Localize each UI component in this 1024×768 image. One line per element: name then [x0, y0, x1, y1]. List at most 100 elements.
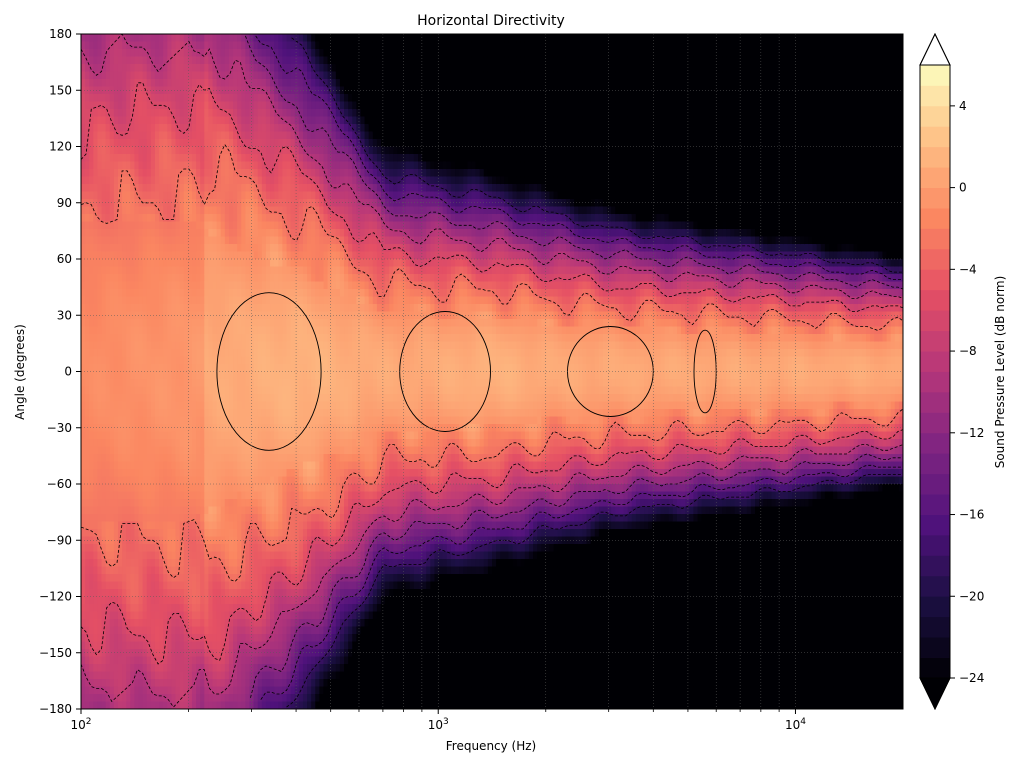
heatmap-cell: [150, 551, 156, 560]
heatmap-cell: [196, 191, 201, 200]
heatmap-cell: [286, 244, 292, 253]
heatmap-cell: [302, 386, 308, 395]
heatmap-cell: [265, 634, 271, 643]
heatmap-cell: [224, 469, 230, 478]
heatmap-cell: [196, 611, 201, 620]
heatmap-cell: [278, 266, 283, 275]
heatmap-cell: [270, 86, 275, 95]
heatmap-cell: [282, 596, 288, 605]
heatmap-cell: [179, 101, 185, 110]
heatmap-cell: [126, 34, 131, 43]
heatmap-cell: [274, 544, 279, 553]
heatmap-cell: [171, 176, 177, 185]
heatmap-cell: [212, 559, 218, 568]
heatmap-cell: [85, 41, 90, 50]
heatmap-cell: [204, 229, 210, 238]
heatmap-cell: [224, 544, 230, 553]
heatmap-cell: [163, 469, 168, 478]
heatmap-cell: [167, 199, 173, 208]
heatmap-cell: [298, 124, 304, 133]
heatmap-cell: [93, 289, 99, 298]
heatmap-cell: [220, 386, 226, 395]
heatmap-cell: [187, 446, 193, 455]
heatmap-cell: [109, 296, 115, 305]
heatmap-cell: [81, 409, 86, 418]
heatmap-cell: [282, 431, 288, 440]
heatmap-cell: [245, 424, 251, 433]
heatmap-cell: [97, 589, 103, 598]
heatmap-cell: [117, 506, 123, 515]
heatmap-cell: [163, 64, 168, 73]
heatmap-cell: [286, 176, 292, 185]
heatmap-cell: [183, 604, 189, 613]
heatmap-cell: [142, 281, 148, 290]
heatmap-cell: [171, 596, 177, 605]
heatmap-cell: [249, 101, 255, 110]
heatmap-cell: [257, 671, 263, 680]
heatmap-cell: [163, 604, 168, 613]
heatmap-cell: [261, 199, 267, 208]
heatmap-cell: [154, 319, 160, 328]
heatmap-cell: [117, 514, 123, 523]
heatmap-cell: [228, 131, 234, 140]
heatmap-cell: [274, 626, 279, 635]
heatmap-cell: [253, 656, 259, 665]
heatmap-cell: [249, 559, 255, 568]
heatmap-cell: [171, 454, 177, 463]
heatmap-cell: [117, 349, 123, 358]
heatmap-cell: [286, 146, 292, 155]
heatmap-cell: [257, 124, 263, 133]
heatmap-cell: [196, 274, 201, 283]
heatmap-cell: [122, 86, 127, 95]
heatmap-cell: [89, 589, 94, 598]
heatmap-cell: [241, 266, 246, 275]
heatmap-cell: [200, 221, 205, 230]
heatmap-cell: [249, 619, 255, 628]
heatmap-cell: [286, 514, 292, 523]
heatmap-cell: [113, 566, 119, 575]
heatmap-cell: [191, 499, 197, 508]
heatmap-cell: [286, 694, 292, 703]
heatmap-cell: [175, 326, 181, 335]
heatmap-cell: [109, 484, 115, 493]
heatmap-cell: [241, 401, 246, 410]
heatmap-cell: [183, 551, 189, 560]
heatmap-cell: [270, 109, 275, 118]
heatmap-cell: [117, 671, 123, 680]
heatmap-cell: [196, 401, 201, 410]
heatmap-cell: [208, 379, 214, 388]
heatmap-cell: [175, 439, 181, 448]
heatmap-cell: [270, 296, 275, 305]
heatmap-cell: [282, 41, 288, 50]
heatmap-cell: [241, 431, 246, 440]
heatmap-cell: [101, 101, 107, 110]
heatmap-cell: [85, 161, 90, 170]
heatmap-cell: [146, 544, 152, 553]
heatmap-cell: [175, 116, 181, 125]
heatmap-cell: [146, 221, 152, 230]
heatmap-cell: [212, 364, 218, 373]
heatmap-cell: [274, 274, 279, 283]
heatmap-cell: [130, 371, 136, 380]
heatmap-cell: [159, 656, 164, 665]
heatmap-cell: [278, 431, 283, 440]
heatmap-cell: [224, 274, 230, 283]
heatmap-cell: [204, 184, 210, 193]
heatmap-cell: [81, 56, 86, 65]
heatmap-cell: [134, 214, 140, 223]
heatmap-cell: [150, 619, 156, 628]
heatmap-cell: [105, 169, 111, 178]
heatmap-cell: [298, 169, 304, 178]
heatmap-cell: [89, 86, 94, 95]
heatmap-cell: [237, 626, 242, 635]
heatmap-cell: [200, 64, 205, 73]
heatmap-cell: [187, 221, 193, 230]
heatmap-cell: [113, 199, 119, 208]
heatmap-cell: [261, 154, 267, 163]
heatmap-cell: [257, 296, 263, 305]
heatmap-cell: [171, 214, 177, 223]
heatmap-cell: [261, 334, 267, 343]
heatmap-cell: [171, 656, 177, 665]
heatmap-cell: [212, 664, 218, 673]
heatmap-cell: [97, 469, 103, 478]
